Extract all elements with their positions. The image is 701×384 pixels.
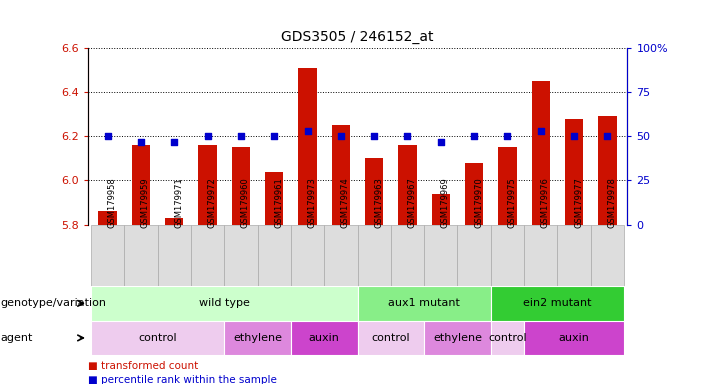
Bar	[91, 286, 358, 321]
Bar	[224, 321, 291, 355]
Bar	[491, 286, 624, 321]
Point	[535, 128, 546, 134]
Bar	[332, 125, 350, 225]
Text: GSM179961: GSM179961	[274, 177, 283, 228]
Bar	[299, 68, 317, 225]
Bar	[598, 116, 617, 225]
Point	[202, 133, 213, 139]
Bar	[524, 321, 624, 355]
Bar	[265, 172, 283, 225]
Bar	[365, 159, 383, 225]
Bar	[498, 147, 517, 225]
Bar	[91, 225, 124, 286]
Text: GSM179967: GSM179967	[407, 177, 416, 228]
Text: GSM179974: GSM179974	[341, 177, 350, 228]
Text: GSM179969: GSM179969	[441, 177, 450, 228]
Bar	[432, 194, 450, 225]
Bar	[524, 225, 557, 286]
Text: GSM179958: GSM179958	[108, 177, 116, 228]
Point	[135, 139, 147, 145]
Bar	[158, 225, 191, 286]
Bar	[98, 211, 117, 225]
Text: control: control	[372, 333, 410, 343]
Bar	[198, 145, 217, 225]
Text: GSM179978: GSM179978	[607, 177, 616, 228]
Text: agent: agent	[0, 333, 32, 343]
Point	[402, 133, 413, 139]
Bar	[391, 225, 424, 286]
Bar	[224, 225, 257, 286]
Text: ethylene: ethylene	[233, 333, 282, 343]
Bar	[491, 321, 524, 355]
Bar	[591, 225, 624, 286]
Bar	[291, 321, 358, 355]
Bar	[565, 119, 583, 225]
Point	[435, 139, 447, 145]
Point	[601, 133, 613, 139]
Bar	[291, 225, 324, 286]
Bar	[232, 147, 250, 225]
Point	[302, 128, 313, 134]
Bar	[458, 225, 491, 286]
Bar	[358, 321, 424, 355]
Bar	[465, 163, 483, 225]
Bar	[358, 286, 491, 321]
Text: ein2 mutant: ein2 mutant	[523, 298, 592, 308]
Point	[468, 133, 479, 139]
Text: ■ percentile rank within the sample: ■ percentile rank within the sample	[88, 375, 276, 384]
Text: GSM179973: GSM179973	[308, 177, 317, 228]
Bar	[132, 145, 150, 225]
Text: GSM179963: GSM179963	[374, 177, 383, 228]
Text: GSM179975: GSM179975	[508, 177, 517, 228]
Point	[569, 133, 580, 139]
Bar	[358, 225, 391, 286]
Text: control: control	[138, 333, 177, 343]
Bar	[398, 145, 416, 225]
Point	[102, 133, 114, 139]
Bar	[424, 321, 491, 355]
Text: ethylene: ethylene	[433, 333, 482, 343]
Text: GSM179960: GSM179960	[241, 177, 250, 228]
Text: GSM179970: GSM179970	[474, 177, 483, 228]
Point	[369, 133, 380, 139]
Title: GDS3505 / 246152_at: GDS3505 / 246152_at	[281, 30, 434, 44]
Point	[169, 139, 180, 145]
Point	[335, 133, 346, 139]
Text: wild type: wild type	[199, 298, 250, 308]
Bar	[91, 321, 224, 355]
Point	[236, 133, 247, 139]
Point	[268, 133, 280, 139]
Text: auxin: auxin	[308, 333, 339, 343]
Text: genotype/variation: genotype/variation	[0, 298, 106, 308]
Bar	[557, 225, 591, 286]
Bar	[257, 225, 291, 286]
Text: GSM179971: GSM179971	[175, 177, 183, 228]
Bar	[531, 81, 550, 225]
Bar	[165, 218, 184, 225]
Text: GSM179972: GSM179972	[207, 177, 217, 228]
Bar	[424, 225, 458, 286]
Bar	[324, 225, 358, 286]
Text: GSM179977: GSM179977	[574, 177, 583, 228]
Text: ■ transformed count: ■ transformed count	[88, 361, 198, 371]
Bar	[491, 225, 524, 286]
Text: aux1 mutant: aux1 mutant	[388, 298, 460, 308]
Point	[502, 133, 513, 139]
Text: control: control	[488, 333, 526, 343]
Text: auxin: auxin	[559, 333, 590, 343]
Bar	[124, 225, 158, 286]
Bar	[191, 225, 224, 286]
Text: GSM179976: GSM179976	[540, 177, 550, 228]
Text: GSM179959: GSM179959	[141, 177, 150, 228]
